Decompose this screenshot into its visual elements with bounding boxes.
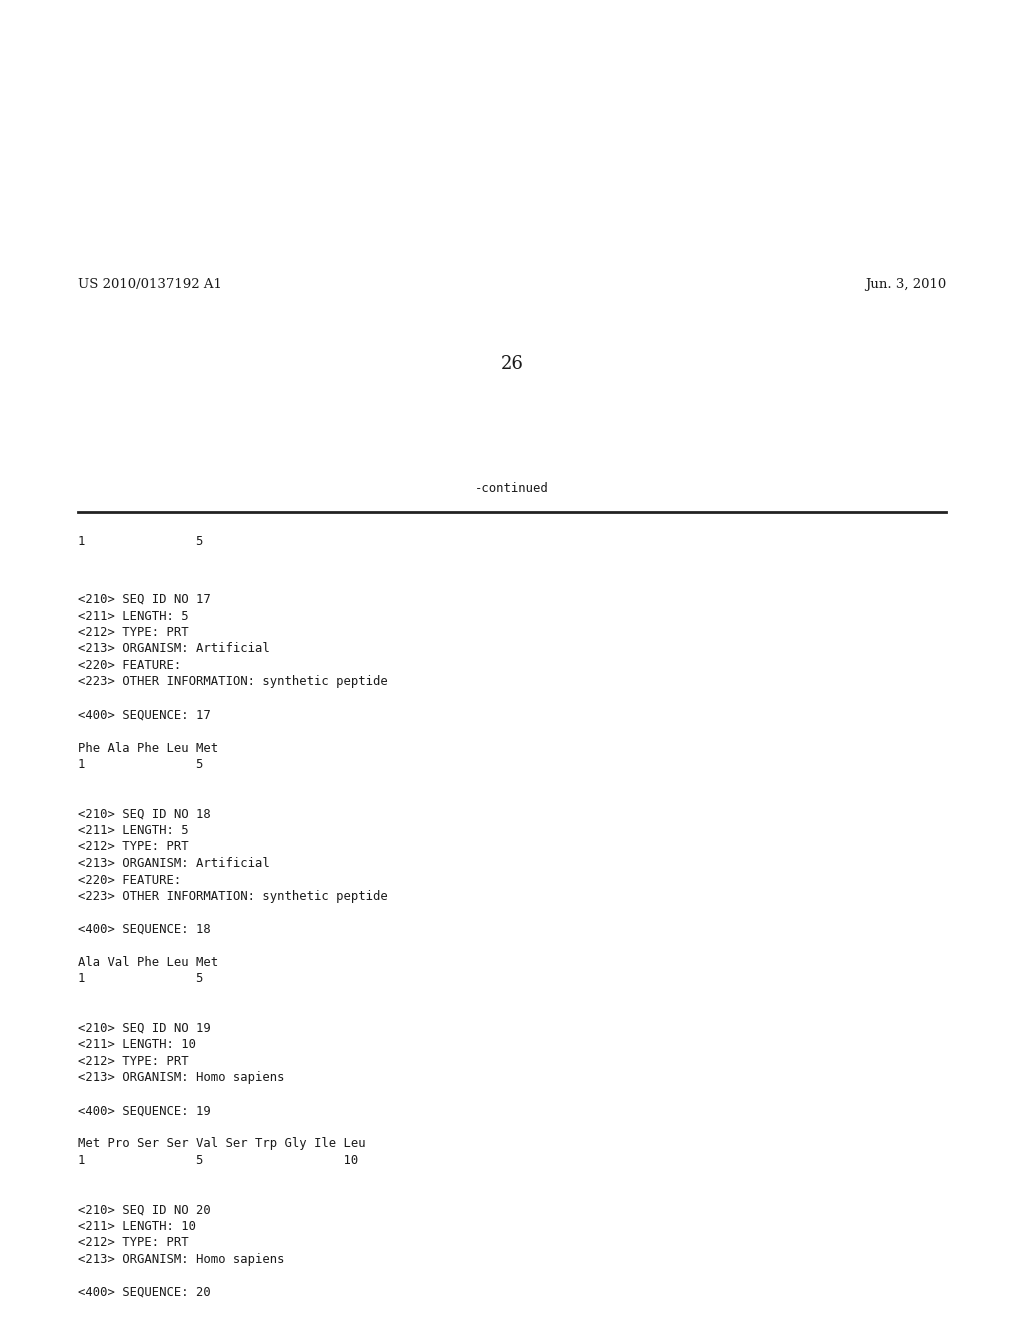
Text: -continued: -continued (475, 482, 549, 495)
Text: <400> SEQUENCE: 17: <400> SEQUENCE: 17 (78, 709, 211, 722)
Text: <213> ORGANISM: Homo sapiens: <213> ORGANISM: Homo sapiens (78, 1253, 285, 1266)
Text: <211> LENGTH: 5: <211> LENGTH: 5 (78, 610, 188, 623)
Text: <212> TYPE: PRT: <212> TYPE: PRT (78, 626, 188, 639)
Text: <211> LENGTH: 10: <211> LENGTH: 10 (78, 1039, 196, 1052)
Text: <400> SEQUENCE: 19: <400> SEQUENCE: 19 (78, 1105, 211, 1118)
Text: <400> SEQUENCE: 20: <400> SEQUENCE: 20 (78, 1286, 211, 1299)
Text: 26: 26 (501, 355, 523, 374)
Text: US 2010/0137192 A1: US 2010/0137192 A1 (78, 279, 222, 290)
Text: <212> TYPE: PRT: <212> TYPE: PRT (78, 841, 188, 854)
Text: <211> LENGTH: 5: <211> LENGTH: 5 (78, 824, 188, 837)
Text: Ala Val Phe Leu Met: Ala Val Phe Leu Met (78, 956, 218, 969)
Text: <220> FEATURE:: <220> FEATURE: (78, 659, 181, 672)
Text: <400> SEQUENCE: 18: <400> SEQUENCE: 18 (78, 923, 211, 936)
Text: <213> ORGANISM: Homo sapiens: <213> ORGANISM: Homo sapiens (78, 1072, 285, 1085)
Text: Jun. 3, 2010: Jun. 3, 2010 (864, 279, 946, 290)
Text: <210> SEQ ID NO 18: <210> SEQ ID NO 18 (78, 808, 211, 821)
Text: <211> LENGTH: 10: <211> LENGTH: 10 (78, 1220, 196, 1233)
Text: <212> TYPE: PRT: <212> TYPE: PRT (78, 1055, 188, 1068)
Text: <212> TYPE: PRT: <212> TYPE: PRT (78, 1237, 188, 1250)
Text: <210> SEQ ID NO 17: <210> SEQ ID NO 17 (78, 593, 211, 606)
Text: Met Pro Ser Ser Val Ser Trp Gly Ile Leu: Met Pro Ser Ser Val Ser Trp Gly Ile Leu (78, 1138, 366, 1151)
Text: <213> ORGANISM: Artificial: <213> ORGANISM: Artificial (78, 857, 269, 870)
Text: 1               5: 1 5 (78, 758, 204, 771)
Text: <223> OTHER INFORMATION: synthetic peptide: <223> OTHER INFORMATION: synthetic pepti… (78, 890, 388, 903)
Text: 1               5: 1 5 (78, 535, 204, 548)
Text: <213> ORGANISM: Artificial: <213> ORGANISM: Artificial (78, 643, 269, 656)
Text: Phe Ala Phe Leu Met: Phe Ala Phe Leu Met (78, 742, 218, 755)
Text: <223> OTHER INFORMATION: synthetic peptide: <223> OTHER INFORMATION: synthetic pepti… (78, 676, 388, 689)
Text: 1               5: 1 5 (78, 973, 204, 986)
Text: <220> FEATURE:: <220> FEATURE: (78, 874, 181, 887)
Text: 1               5                   10: 1 5 10 (78, 1154, 358, 1167)
Text: <210> SEQ ID NO 19: <210> SEQ ID NO 19 (78, 1022, 211, 1035)
Text: <210> SEQ ID NO 20: <210> SEQ ID NO 20 (78, 1204, 211, 1217)
